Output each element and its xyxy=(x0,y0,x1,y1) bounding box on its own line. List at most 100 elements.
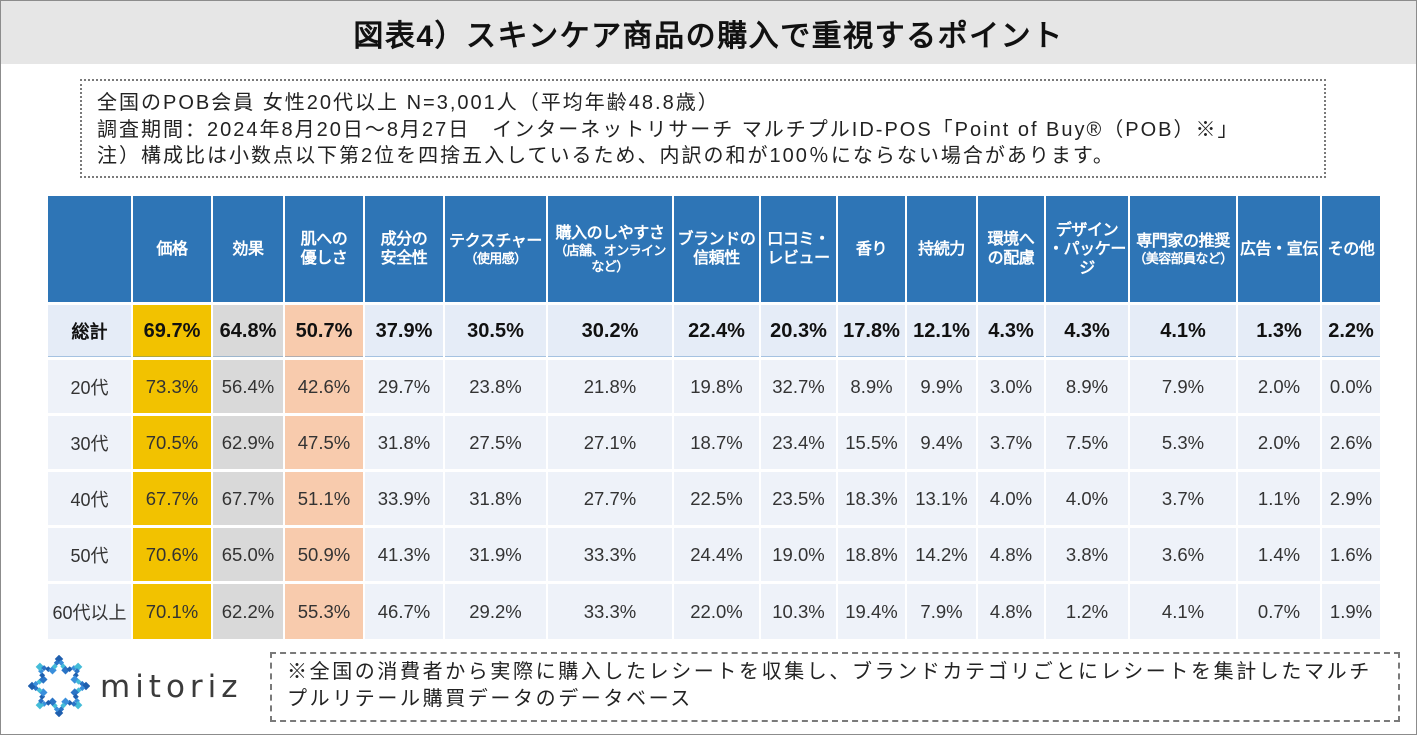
cell-60s-plus-advertising: 0.7% xyxy=(1238,584,1320,639)
cell-total-longevity: 12.1% xyxy=(907,305,976,357)
cell-20s-ease-of-purchase: 21.8% xyxy=(548,360,672,413)
cell-20s-effect: 56.4% xyxy=(213,360,283,413)
cell-60s-plus-expert-recommendation: 4.1% xyxy=(1130,584,1236,639)
cell-40s-texture: 31.8% xyxy=(445,472,546,525)
title-bar: 図表4）スキンケア商品の購入で重視するポイント xyxy=(1,1,1416,64)
column-header-ease-of-purchase: 購入のしやすさ （店舗、オンライン など） xyxy=(548,196,672,302)
survey-note-box: 全国のPOB会員 女性20代以上 N=3,001人（平均年齢48.8歳） 調査期… xyxy=(80,79,1326,178)
cell-50s-other: 1.6% xyxy=(1322,528,1380,581)
column-header-reviews: 口コミ・ レビュー xyxy=(761,196,836,302)
cell-50s-ingredient-safety: 41.3% xyxy=(365,528,443,581)
cell-60s-plus-brand-trust: 22.0% xyxy=(674,584,759,639)
cell-40s-gentleness-on-skin: 51.1% xyxy=(285,472,363,525)
column-header-ingredient-safety: 成分の 安全性 xyxy=(365,196,443,302)
cell-60s-plus-ease-of-purchase: 33.3% xyxy=(548,584,672,639)
cell-40s-ease-of-purchase: 27.7% xyxy=(548,472,672,525)
cell-20s-expert-recommendation: 7.9% xyxy=(1130,360,1236,413)
cell-40s-longevity: 13.1% xyxy=(907,472,976,525)
cell-total-price: 69.7% xyxy=(133,305,211,357)
footnote-box: ※全国の消費者から実際に購入したレシートを収集し、ブランドカテゴリごとにレシート… xyxy=(270,652,1400,722)
survey-sample-note: 全国のPOB会員 女性20代以上 N=3,001人（平均年齢48.8歳） xyxy=(97,92,720,114)
cell-60s-plus-eco-friendliness: 4.8% xyxy=(978,584,1044,639)
cell-total-reviews: 20.3% xyxy=(761,305,836,357)
column-header-label: 持続力 xyxy=(918,240,965,258)
column-header-label: ブランドの 信頼性 xyxy=(677,231,756,267)
cell-40s-other: 2.9% xyxy=(1322,472,1380,525)
rounding-note: 注）構成比は小数点以下第2位を四捨五入しているため、内訳の和が100％にならない… xyxy=(97,145,1115,167)
column-header-label: 専門家の推奨 xyxy=(1136,232,1230,250)
cell-40s-effect: 67.7% xyxy=(213,472,283,525)
cell-total-design-package: 4.3% xyxy=(1046,305,1128,357)
cell-40s-reviews: 23.5% xyxy=(761,472,836,525)
cell-total-eco-friendliness: 4.3% xyxy=(978,305,1044,357)
cell-60s-plus-texture: 29.2% xyxy=(445,584,546,639)
column-header-price: 価格 xyxy=(133,196,211,302)
cell-30s-effect: 62.9% xyxy=(213,416,283,469)
cell-50s-expert-recommendation: 3.6% xyxy=(1130,528,1236,581)
cell-total-effect: 64.8% xyxy=(213,305,283,357)
column-header-label: 広告・宣伝 xyxy=(1239,240,1318,258)
mitoriz-logo-icon xyxy=(27,654,91,718)
cell-20s-ingredient-safety: 29.7% xyxy=(365,360,443,413)
column-header-sublabel: （使用感） xyxy=(464,250,527,266)
column-header-scent: 香り xyxy=(838,196,905,302)
row-label-40s: 40代 xyxy=(48,472,131,525)
column-header-texture: テクスチャー （使用感） xyxy=(445,196,546,302)
cell-50s-effect: 65.0% xyxy=(213,528,283,581)
cell-30s-eco-friendliness: 3.7% xyxy=(978,416,1044,469)
cell-30s-texture: 27.5% xyxy=(445,416,546,469)
cell-total-ease-of-purchase: 30.2% xyxy=(548,305,672,357)
cell-total-scent: 17.8% xyxy=(838,305,905,357)
cell-total-texture: 30.5% xyxy=(445,305,546,357)
cell-50s-texture: 31.9% xyxy=(445,528,546,581)
column-header-other: その他 xyxy=(1322,196,1380,302)
cell-60s-plus-design-package: 1.2% xyxy=(1046,584,1128,639)
row-label-total: 総計 xyxy=(48,305,131,357)
column-header-label: テクスチャー xyxy=(449,232,542,250)
cell-20s-longevity: 9.9% xyxy=(907,360,976,413)
cell-30s-advertising: 2.0% xyxy=(1238,416,1320,469)
column-header-label: 香り xyxy=(855,240,888,258)
cell-50s-longevity: 14.2% xyxy=(907,528,976,581)
cell-40s-price: 67.7% xyxy=(133,472,211,525)
row-label-50s: 50代 xyxy=(48,528,131,581)
survey-period-note: 調査期間：2024年8月20日～8月27日 インターネットリサーチ マルチプルI… xyxy=(97,118,1240,141)
column-header-effect: 効果 xyxy=(213,196,283,302)
cell-40s-expert-recommendation: 3.7% xyxy=(1130,472,1236,525)
column-header-label: 効果 xyxy=(232,240,264,258)
cell-50s-reviews: 19.0% xyxy=(761,528,836,581)
cell-30s-longevity: 9.4% xyxy=(907,416,976,469)
cell-total-other: 2.2% xyxy=(1322,305,1380,357)
cell-30s-other: 2.6% xyxy=(1322,416,1380,469)
cell-total-brand-trust: 22.4% xyxy=(674,305,759,357)
column-header-brand-trust: ブランドの 信頼性 xyxy=(674,196,759,302)
cell-total-ingredient-safety: 37.9% xyxy=(365,305,443,357)
cell-60s-plus-ingredient-safety: 46.7% xyxy=(365,584,443,639)
cell-40s-design-package: 4.0% xyxy=(1046,472,1128,525)
column-header-longevity: 持続力 xyxy=(907,196,976,302)
data-table: 価格 効果 肌への 優しさ 成分の 安全性 テクスチャー （使用感） 購入のしやすさ （店舗、… xyxy=(48,196,1380,639)
cell-total-expert-recommendation: 4.1% xyxy=(1130,305,1236,357)
cell-40s-eco-friendliness: 4.0% xyxy=(978,472,1044,525)
column-header-label: 環境へ の配慮 xyxy=(987,231,1035,267)
column-header-label: デザイン ・パッケー ジ xyxy=(1047,221,1126,277)
cell-50s-scent: 18.8% xyxy=(838,528,905,581)
pob-footnote: ※全国の消費者から実際に購入したレシートを収集し、ブランドカテゴリごとにレシート… xyxy=(287,661,1372,710)
cell-20s-brand-trust: 19.8% xyxy=(674,360,759,413)
column-header-label: 成分の 安全性 xyxy=(380,231,428,267)
cell-40s-scent: 18.3% xyxy=(838,472,905,525)
cell-60s-plus-effect: 62.2% xyxy=(213,584,283,639)
cell-20s-other: 0.0% xyxy=(1322,360,1380,413)
cell-20s-reviews: 32.7% xyxy=(761,360,836,413)
column-header-sublabel: （美容部員など） xyxy=(1133,250,1233,266)
column-header-label: 価格 xyxy=(156,240,188,258)
row-label-60s-plus: 60代以上 xyxy=(48,584,131,639)
figure-title: 図表4）スキンケア商品の購入で重視するポイント xyxy=(353,19,1064,53)
column-header-advertising: 広告・宣伝 xyxy=(1238,196,1320,302)
cell-50s-eco-friendliness: 4.8% xyxy=(978,528,1044,581)
cell-20s-design-package: 8.9% xyxy=(1046,360,1128,413)
cell-20s-eco-friendliness: 3.0% xyxy=(978,360,1044,413)
cell-60s-plus-gentleness-on-skin: 55.3% xyxy=(285,584,363,639)
cell-30s-ease-of-purchase: 27.1% xyxy=(548,416,672,469)
cell-50s-gentleness-on-skin: 50.9% xyxy=(285,528,363,581)
